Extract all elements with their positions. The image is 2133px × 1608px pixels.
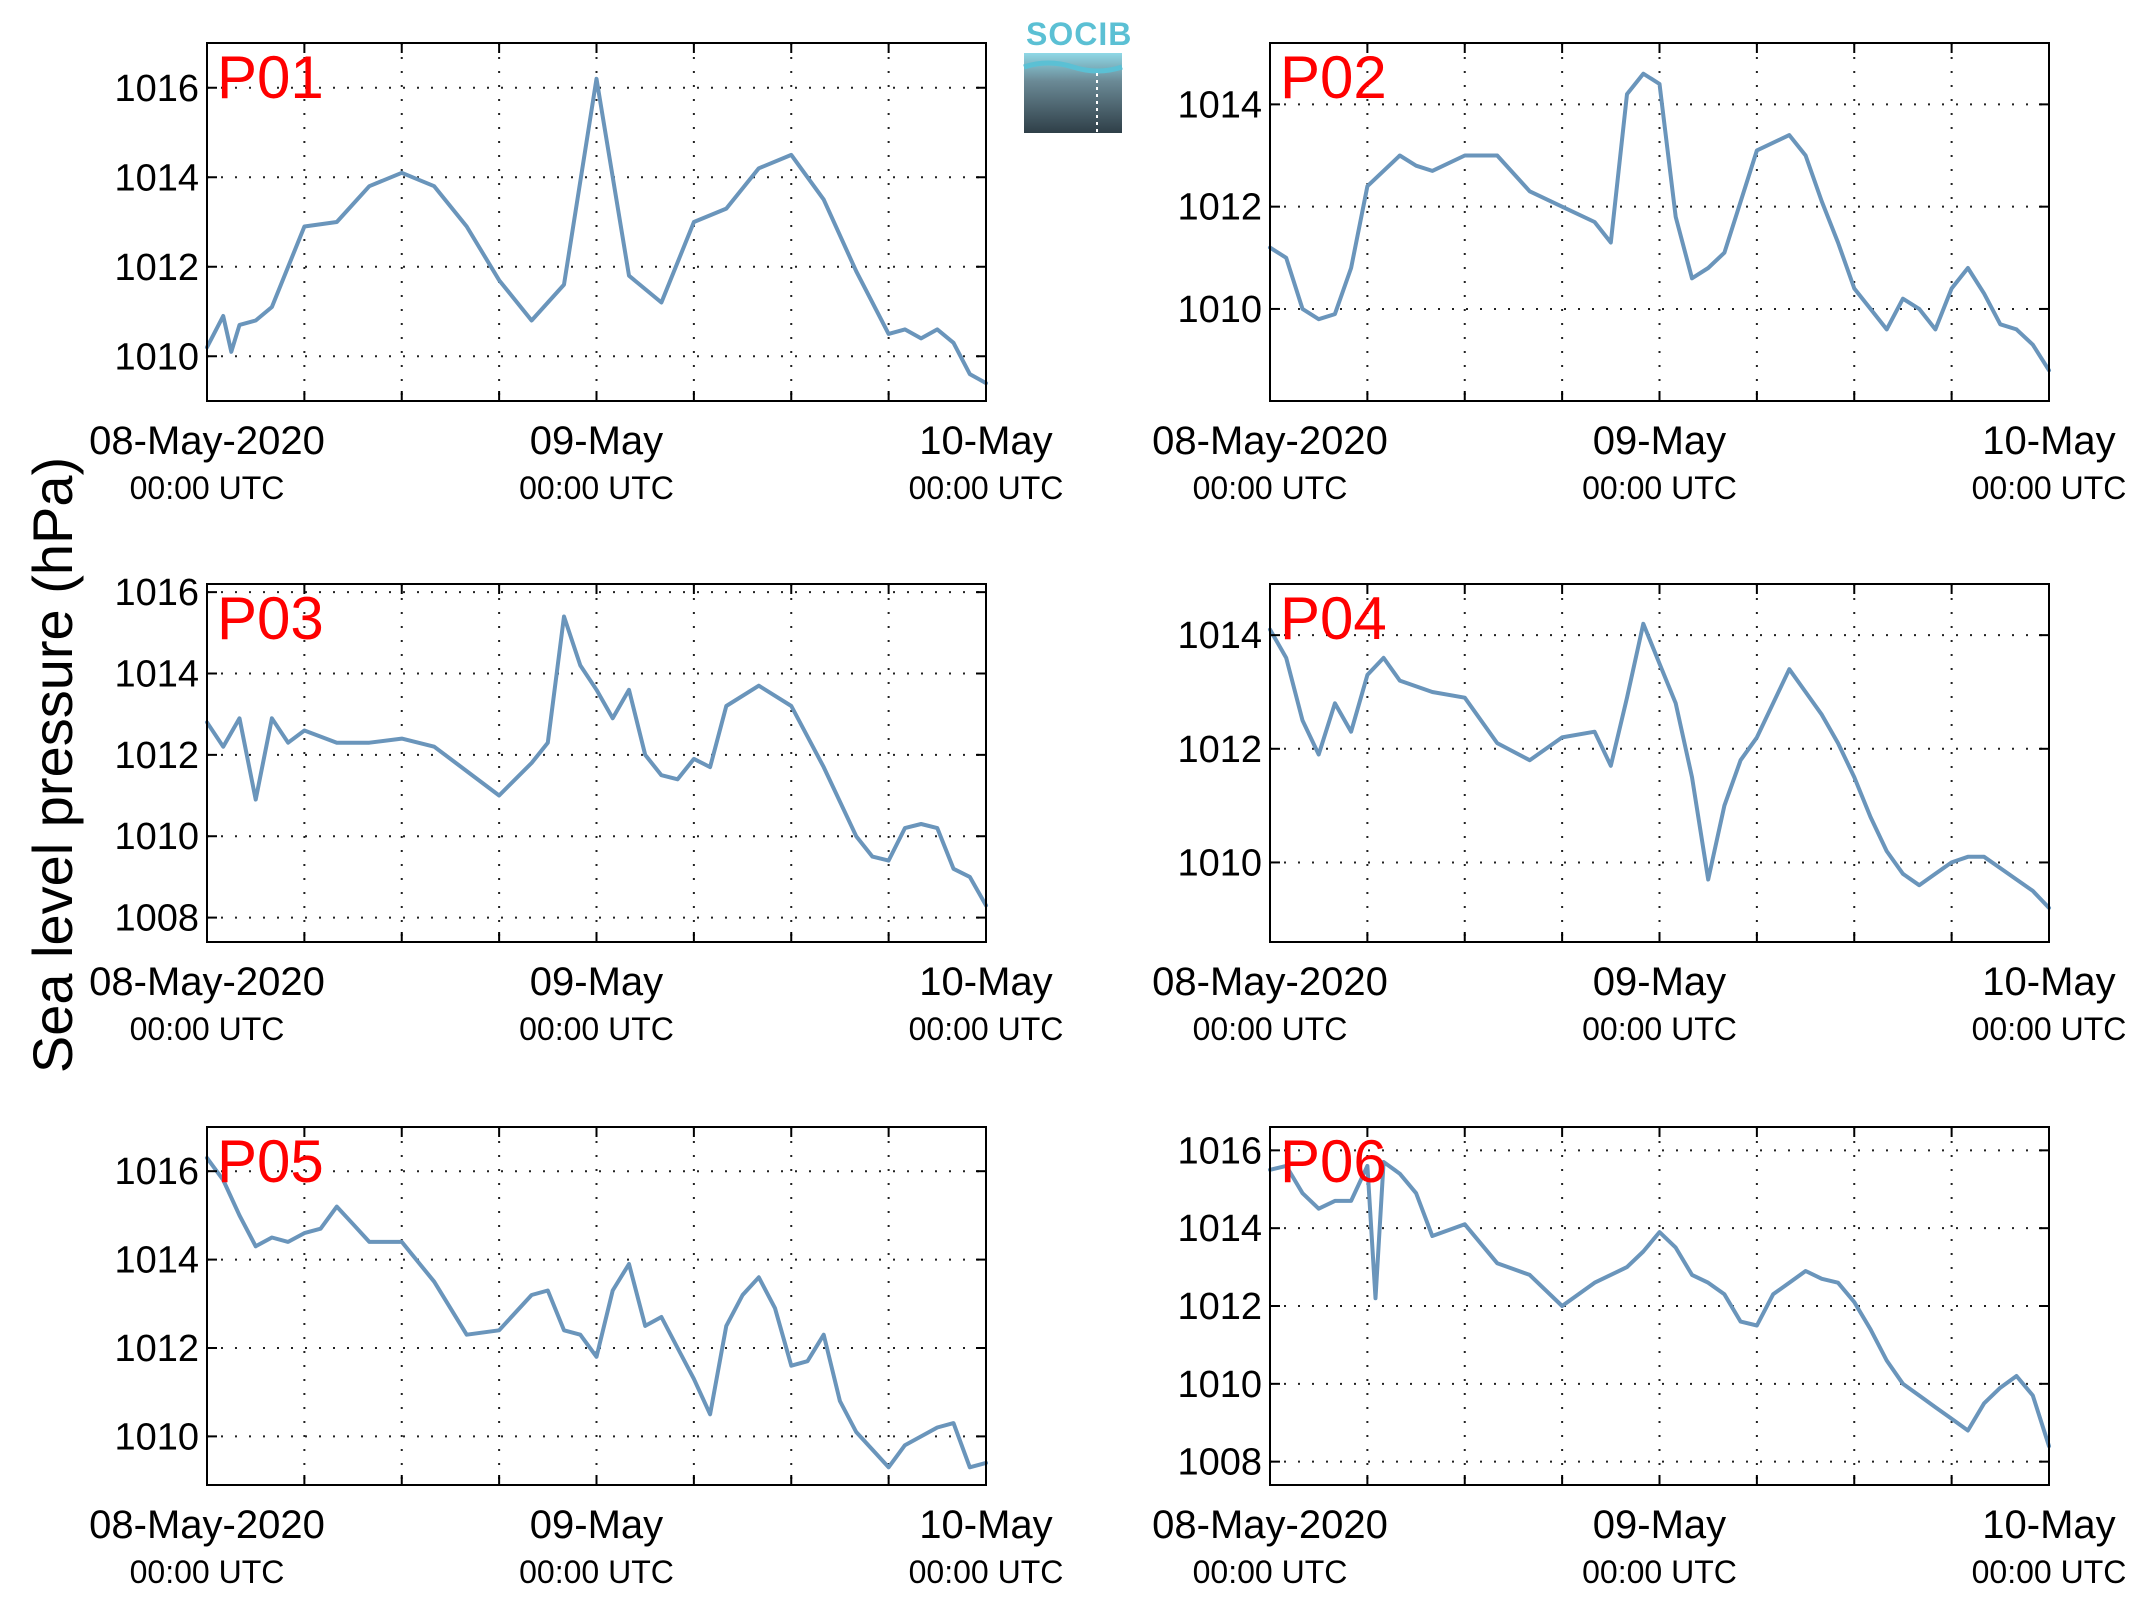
y-tick-label: 1014	[1177, 84, 1262, 126]
y-tick-label: 1012	[1177, 729, 1262, 771]
x-tick-label: 10-May	[1982, 960, 2115, 1004]
y-tick-label: 1016	[1177, 1130, 1262, 1172]
y-tick-label: 1010	[1177, 289, 1262, 331]
x-tick-sublabel: 00:00 UTC	[130, 1011, 285, 1047]
y-tick-label: 1008	[1177, 1442, 1262, 1484]
y-tick-label: 1014	[114, 1240, 199, 1282]
y-tick-label: 1012	[114, 735, 199, 777]
x-tick-label: 09-May	[530, 1503, 663, 1547]
x-tick-label: 08-May-2020	[89, 1503, 325, 1547]
x-tick-sublabel: 00:00 UTC	[519, 1554, 674, 1590]
panel-p01: 1010 1012 1014 1016 08-May-2020 00:00 UTC 09-M…	[89, 42, 1064, 506]
x-tick-label: 10-May	[919, 960, 1052, 1004]
y-tick-label: 1016	[114, 1151, 199, 1193]
x-tick-sublabel: 00:00 UTC	[1193, 1011, 1348, 1047]
y-tick-label: 1008	[114, 898, 199, 940]
x-tick-label: 08-May-2020	[1152, 960, 1388, 1004]
y-tick-label: 1014	[114, 654, 199, 696]
axes-frame	[1269, 1126, 2050, 1486]
x-tick-sublabel: 00:00 UTC	[909, 1554, 1064, 1590]
x-tick-label: 08-May-2020	[1152, 419, 1388, 463]
x-tick-label: 09-May	[530, 419, 663, 463]
x-tick-sublabel: 00:00 UTC	[909, 1011, 1064, 1047]
panel-p04: 1010 1012 1014 08-May-2020 00:00 UTC 09-May 00…	[1152, 583, 2127, 1047]
y-tick-label: 1010	[114, 336, 199, 378]
axes-frame	[1269, 583, 2050, 943]
series-line-p05	[205, 1155, 988, 1470]
socib-logo: SOCIB	[1023, 16, 1132, 133]
y-tick-label: 1010	[1177, 842, 1262, 884]
x-tick-sublabel: 00:00 UTC	[1582, 470, 1737, 506]
x-tick-label: 10-May	[919, 1503, 1052, 1547]
x-tick-sublabel: 00:00 UTC	[1193, 1554, 1348, 1590]
y-tick-label: 1012	[114, 1328, 199, 1370]
x-tick-sublabel: 00:00 UTC	[1193, 470, 1348, 506]
y-tick-label: 1014	[1177, 1208, 1262, 1250]
series-line-p06	[1268, 1160, 2051, 1449]
x-tick-label: 08-May-2020	[89, 960, 325, 1004]
y-tick-label: 1012	[1177, 187, 1262, 229]
panel-title: P02	[1280, 44, 1387, 111]
x-tick-label: 10-May	[1982, 1503, 2115, 1547]
x-tick-label: 09-May	[1593, 1503, 1726, 1547]
y-tick-label: 1012	[114, 247, 199, 289]
x-tick-sublabel: 00:00 UTC	[519, 470, 674, 506]
y-tick-label: 1010	[114, 1416, 199, 1458]
x-tick-label: 09-May	[1593, 960, 1726, 1004]
x-tick-label: 10-May	[919, 419, 1052, 463]
axes-frame	[206, 1126, 987, 1486]
x-tick-sublabel: 00:00 UTC	[1972, 1011, 2127, 1047]
series-line-p01	[205, 76, 988, 386]
panel-title: P04	[1280, 585, 1387, 652]
panel-title: P06	[1280, 1128, 1387, 1195]
panel-title: P03	[217, 585, 324, 652]
panel-p06: 1008 1010 1012 1014 1016 08-May-2020 00:00 UTC…	[1152, 1126, 2127, 1590]
panel-title: P05	[217, 1128, 324, 1195]
x-tick-label: 10-May	[1982, 419, 2115, 463]
x-tick-sublabel: 00:00 UTC	[909, 470, 1064, 506]
panel-title: P01	[217, 44, 324, 111]
y-tick-label: 1014	[1177, 615, 1262, 657]
x-tick-sublabel: 00:00 UTC	[1972, 470, 2127, 506]
axes-frame	[206, 583, 987, 943]
y-tick-label: 1014	[114, 157, 199, 199]
x-tick-sublabel: 00:00 UTC	[1582, 1011, 1737, 1047]
x-tick-label: 09-May	[1593, 419, 1726, 463]
x-tick-sublabel: 00:00 UTC	[519, 1011, 674, 1047]
panel-p03: 1008 1010 1012 1014 1016 08-May-2020 00:00 UTC…	[89, 572, 1063, 1047]
series-line-p02	[1268, 71, 2051, 373]
x-tick-sublabel: 00:00 UTC	[1972, 1554, 2127, 1590]
y-tick-label: 1010	[114, 816, 199, 858]
y-tick-label: 1010	[1177, 1364, 1262, 1406]
x-tick-sublabel: 00:00 UTC	[130, 470, 285, 506]
x-tick-sublabel: 00:00 UTC	[130, 1554, 285, 1590]
y-tick-label: 1016	[114, 68, 199, 110]
logo-text: SOCIB	[1026, 16, 1132, 52]
x-tick-label: 09-May	[530, 960, 663, 1004]
figure-y-axis-label: Sea level pressure (hPa)	[21, 457, 84, 1073]
x-tick-sublabel: 00:00 UTC	[1582, 1554, 1737, 1590]
panel-p02: 1010 1012 1014 08-May-2020 00:00 UTC 09-May 00…	[1152, 42, 2127, 506]
x-tick-label: 08-May-2020	[1152, 1503, 1388, 1547]
series-line-p03	[205, 614, 988, 908]
panel-p05: 1010 1012 1014 1016 08-May-2020 00:00 UTC 09-M…	[89, 1126, 1064, 1590]
y-tick-label: 1016	[114, 572, 199, 614]
series-line-p04	[1268, 621, 2051, 910]
x-tick-label: 08-May-2020	[89, 419, 325, 463]
y-tick-label: 1012	[1177, 1286, 1262, 1328]
